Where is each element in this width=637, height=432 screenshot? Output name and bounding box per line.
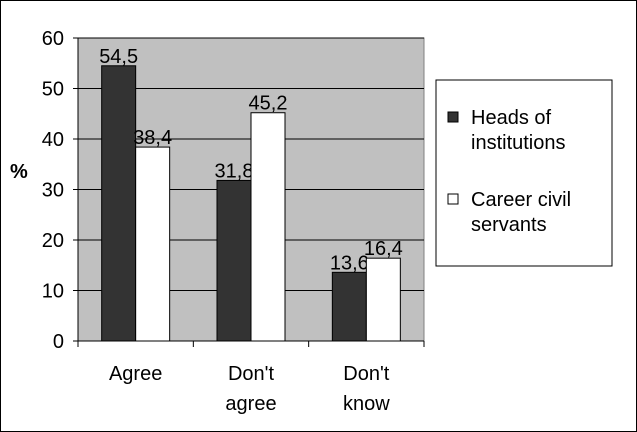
legend-box bbox=[435, 79, 613, 267]
y-axis-label: % bbox=[10, 161, 28, 183]
y-tick-label: 40 bbox=[42, 129, 64, 151]
data-label: 54,5 bbox=[99, 46, 138, 68]
x-tick-label: Don't bbox=[228, 363, 275, 385]
data-label: 16,4 bbox=[364, 238, 403, 260]
bar bbox=[331, 271, 367, 342]
legend-swatch bbox=[447, 193, 459, 205]
bar bbox=[101, 65, 137, 342]
bar bbox=[135, 146, 171, 342]
bar bbox=[250, 112, 286, 342]
data-label: 45,2 bbox=[249, 93, 288, 115]
bar bbox=[365, 257, 401, 342]
y-tick-label: 50 bbox=[42, 79, 64, 101]
data-label: 38,4 bbox=[133, 127, 172, 149]
legend-label: Heads of bbox=[471, 107, 551, 129]
y-tick-label: 0 bbox=[53, 331, 64, 353]
legend-label: Career civil bbox=[471, 189, 571, 211]
legend: Heads of institutions Career civil servants bbox=[435, 79, 613, 267]
y-tick-label: 10 bbox=[42, 281, 64, 303]
data-label: 31,8 bbox=[215, 160, 254, 182]
bar bbox=[216, 179, 252, 342]
bars: 54,5 38,4 31,8 45,2 13,616,4 bbox=[99, 46, 403, 342]
data-label: 13,6 bbox=[330, 252, 369, 274]
x-tick-label: know bbox=[343, 393, 390, 415]
x-tick-label: Don't bbox=[343, 363, 390, 385]
legend-swatch bbox=[447, 111, 459, 123]
y-tick-label: 60 bbox=[42, 28, 64, 50]
legend-label: institutions bbox=[471, 132, 566, 154]
axes: 0 10 20 30 40 50 60 Agree Don't agree Don't know bbox=[42, 28, 425, 415]
y-tick-label: 30 bbox=[42, 180, 64, 202]
x-tick-label: Agree bbox=[109, 363, 162, 385]
legend-label: servants bbox=[471, 214, 547, 236]
y-tick-label: 20 bbox=[42, 230, 64, 252]
x-tick-label: agree bbox=[225, 393, 276, 415]
